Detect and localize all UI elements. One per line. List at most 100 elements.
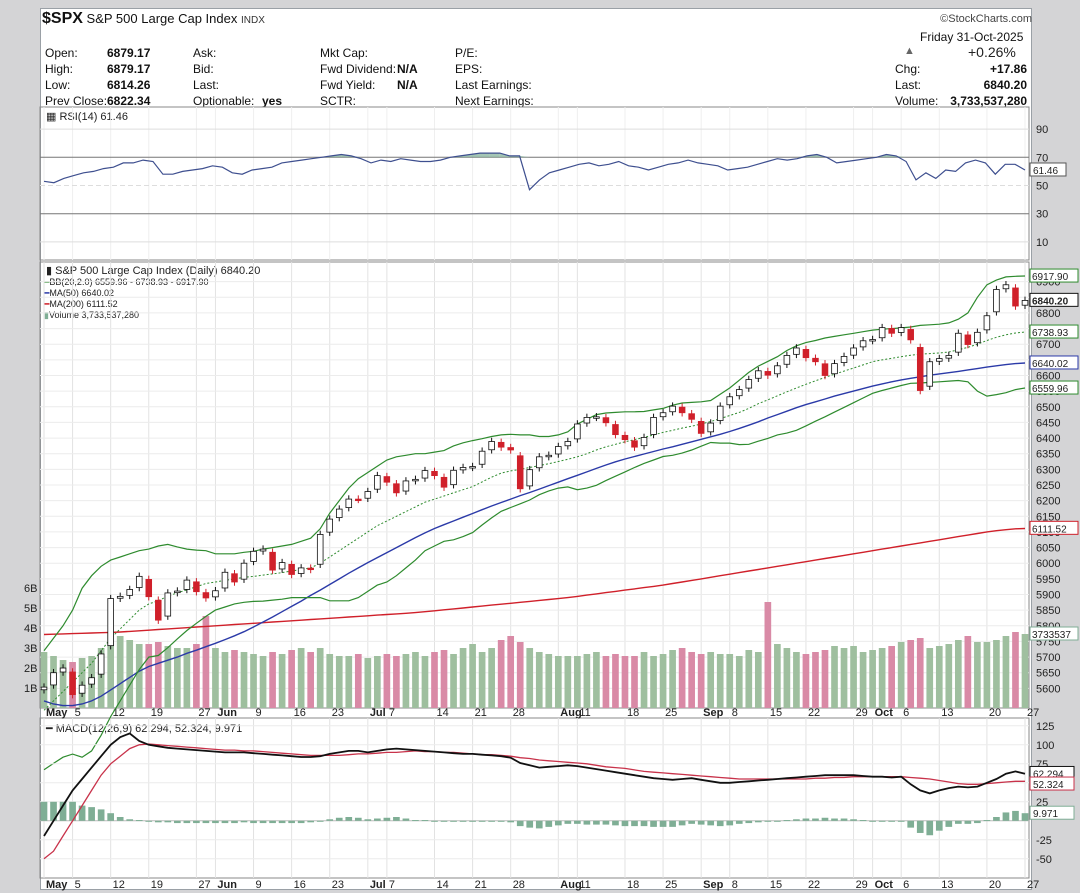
quote-label: Last:	[895, 78, 922, 92]
quote-value: 6879.17	[107, 46, 151, 60]
rsi-value-tag: 61.46	[1033, 166, 1058, 177]
quote-value: N/A	[397, 78, 418, 92]
price-y-tick: 6550	[1036, 386, 1060, 398]
quote-label: Volume:	[895, 94, 939, 108]
macd-y-tick: 25	[1036, 797, 1048, 809]
quote-label: Ask:	[193, 46, 217, 60]
price-y-tick: 6850	[1036, 292, 1060, 304]
volume-y-tick: 3B	[24, 643, 37, 655]
rsi-icon: ▦	[46, 111, 57, 123]
macd-value-tag: 62.294	[1033, 769, 1064, 780]
quote-label: Fwd Yield:	[320, 78, 376, 92]
quote-label: Last Earnings:	[455, 78, 532, 92]
macd-value-tag: 52.324	[1033, 780, 1064, 791]
price-y-tick: 6350	[1036, 449, 1060, 461]
macd-value-tag-box	[1029, 805, 1075, 820]
rsi-y-tick: 90	[1036, 124, 1048, 136]
quote-value: 6822.34	[107, 94, 151, 108]
price-title-text: S&P 500 Large Cap Index (Daily) 6840.20	[55, 265, 261, 277]
symbol: $SPX	[42, 10, 83, 27]
price-y-tick: 6650	[1036, 355, 1060, 367]
price-value-tag-box	[1029, 324, 1079, 339]
volume-y-tick: 4B	[24, 623, 37, 635]
volume-y-tick: 2B	[24, 663, 37, 675]
price-y-tick: 6450	[1036, 417, 1060, 429]
quote-label: Open:	[45, 46, 78, 60]
quote-label: Chg:	[895, 62, 921, 76]
price-y-tick: 6700	[1036, 339, 1060, 351]
macd-swatch: ━	[46, 723, 53, 735]
quote-label: Next Earnings:	[455, 94, 534, 108]
price-value-tag: 6840.20	[1032, 296, 1069, 307]
price-value-tag: 6640.02	[1032, 359, 1069, 370]
legend-bb: ━BB(20,2.0) 6559.96 - 6738.93 - 6917.90	[44, 277, 209, 288]
macd-value-tag-box	[1029, 776, 1075, 791]
price-value-tag-box	[1029, 380, 1079, 395]
price-y-tick: 6250	[1036, 480, 1060, 492]
quote-value: 6840.20	[983, 78, 1027, 92]
volume-y-tick: 5B	[24, 603, 37, 615]
rsi-y-tick: 10	[1036, 237, 1048, 249]
rsi-y-tick: 70	[1036, 152, 1048, 164]
price-y-tick: 5700	[1036, 652, 1060, 664]
price-value-tag: 6111.52	[1032, 524, 1067, 535]
brand-link[interactable]: ©StockCharts.com	[940, 13, 1032, 25]
price-value-tag-box	[1029, 626, 1079, 641]
quote-label: Last:	[193, 78, 220, 92]
price-value-tag: 6738.93	[1032, 328, 1069, 339]
price-y-tick: 6100	[1036, 527, 1060, 539]
index-name: S&P 500 Large Cap Index	[86, 11, 238, 26]
price-y-tick: 6750	[1036, 324, 1060, 336]
macd-label-text: MACD(12,26,9) 62.294, 52.324, 9.971	[55, 723, 243, 735]
quote-label: EPS:	[455, 62, 483, 76]
quote-label: Optionable:	[193, 94, 255, 108]
volume-y-tick: 1B	[24, 683, 37, 695]
legend-volume-text: Volume 3,733,537,280	[48, 310, 140, 320]
price-title: ▮ S&P 500 Large Cap Index (Daily) 6840.2…	[46, 264, 260, 277]
price-y-tick: 5750	[1036, 636, 1060, 648]
rsi-y-tick: 30	[1036, 209, 1048, 221]
price-y-tick: 6600	[1036, 371, 1060, 383]
price-y-tick: 5800	[1036, 621, 1060, 633]
price-y-tick: 6200	[1036, 496, 1060, 508]
price-y-tick: 5950	[1036, 574, 1060, 586]
quote-value: yes	[262, 94, 283, 108]
quote-label: Fwd Dividend:	[320, 62, 397, 76]
legend-ma200-text: MA(200) 6111.52	[49, 299, 118, 309]
quote-date: Friday 31-Oct-2025	[920, 30, 1024, 44]
macd-y-tick: 125	[1036, 721, 1054, 733]
price-value-tag-box	[1029, 292, 1079, 307]
macd-y-tick: -25	[1036, 835, 1052, 847]
up-arrow-icon: ▲	[904, 45, 915, 57]
price-y-tick: 6150	[1036, 511, 1060, 523]
price-y-tick: 6300	[1036, 464, 1060, 476]
quote-label: SCTR:	[320, 94, 356, 108]
price-y-tick: 6900	[1036, 277, 1060, 289]
legend-ma50-text: MA(50) 6640.02	[49, 288, 114, 298]
candle-icon: ▮	[46, 265, 53, 277]
macd-value-tag-box	[1029, 765, 1075, 780]
rsi-y-tick: 50	[1036, 181, 1048, 193]
quote-value: 6814.26	[107, 78, 151, 92]
price-value-tag-box	[1029, 355, 1079, 370]
chart-canvas	[40, 8, 1032, 890]
quote-value: N/A	[397, 62, 418, 76]
volume-y-tick: 6B	[24, 583, 37, 595]
macd-y-tick: 100	[1036, 740, 1054, 752]
quote-label: Prev Close:	[45, 94, 108, 108]
quote-label: High:	[45, 62, 74, 76]
macd-y-tick: -50	[1036, 854, 1052, 866]
price-y-tick: 6000	[1036, 558, 1060, 570]
price-value-tag: 6917.90	[1032, 272, 1069, 283]
quote-value: 6879.17	[107, 62, 151, 76]
price-y-tick: 5900	[1036, 590, 1060, 602]
price-value-tag-box	[1029, 520, 1079, 535]
price-y-tick: 6400	[1036, 433, 1060, 445]
legend-ma50: ━MA(50) 6640.02	[44, 288, 114, 299]
rsi-label-text: RSI(14) 61.46	[59, 111, 128, 123]
legend-ma200: ━MA(200) 6111.52	[44, 299, 118, 310]
price-y-tick: 5600	[1036, 683, 1060, 695]
legend-volume: ▮Volume 3,733,537,280	[44, 310, 139, 321]
quote-label: Low:	[45, 78, 71, 92]
quote-label: P/E:	[455, 46, 478, 60]
